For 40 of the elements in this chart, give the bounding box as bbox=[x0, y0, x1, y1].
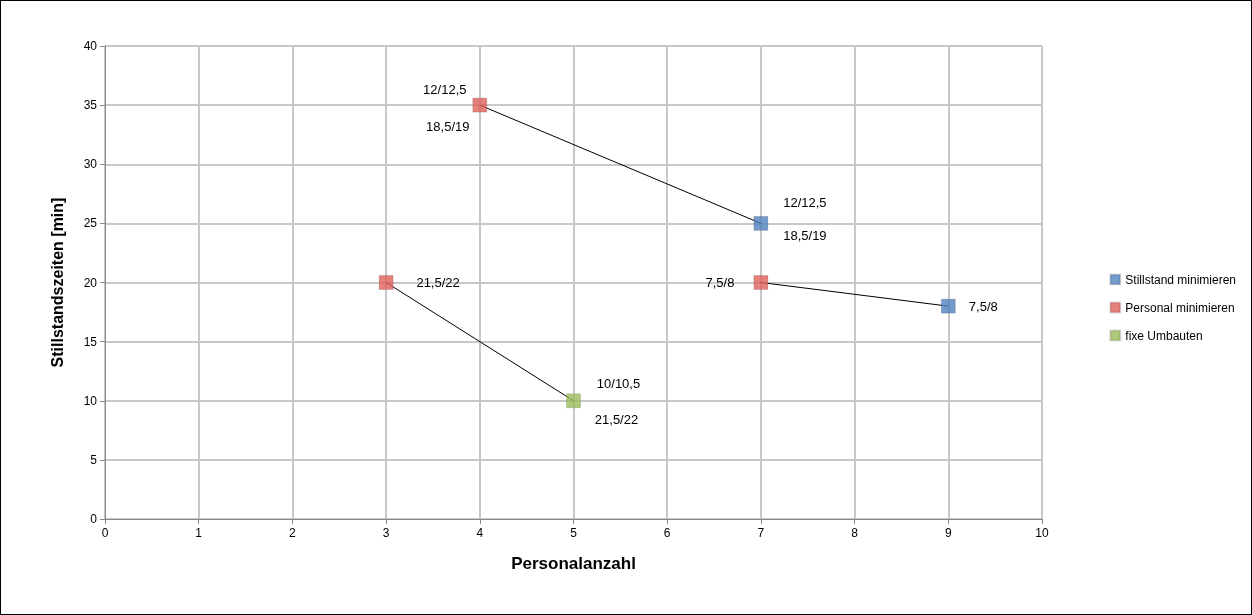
annotation: 12/12,5 bbox=[423, 81, 467, 97]
y-tick-label: 0 bbox=[90, 512, 98, 526]
point bbox=[753, 275, 769, 290]
x-tick-label: 9 bbox=[944, 526, 952, 540]
y-tick-label: 40 bbox=[83, 39, 98, 53]
annotation: 7,5/8 bbox=[968, 298, 998, 314]
y-tick-label: 30 bbox=[83, 157, 98, 172]
x-tick-label: 7 bbox=[757, 526, 765, 540]
annotation: 18,5/19 bbox=[426, 118, 470, 134]
x-tick-label: 6 bbox=[663, 526, 671, 540]
point bbox=[940, 298, 956, 314]
x-tick-label: 1 bbox=[195, 526, 203, 540]
legend-label: Stillstand minimieren bbox=[1125, 272, 1237, 287]
annotation: 21,5/22 bbox=[594, 412, 639, 428]
y-axis-title: Stillstandszeiten [min] bbox=[48, 197, 66, 368]
x-tick-label: 10 bbox=[1035, 526, 1049, 540]
annotation: 7,5/8 bbox=[705, 275, 735, 290]
annotation: 18,5/19 bbox=[783, 227, 827, 243]
point bbox=[566, 393, 581, 409]
annotation: 21,5/22 bbox=[416, 275, 460, 290]
point bbox=[472, 97, 488, 113]
legend-label: Personal minimieren bbox=[1125, 300, 1235, 315]
x-axis-title: Personalanzahl bbox=[511, 554, 636, 573]
y-tick-label: 15 bbox=[83, 334, 98, 349]
legend-label: fixe Umbauten bbox=[1125, 328, 1203, 343]
y-tick-label: 10 bbox=[83, 393, 98, 408]
x-tick-label: 0 bbox=[101, 526, 109, 540]
x-tick-label: 3 bbox=[382, 526, 390, 540]
point bbox=[753, 215, 769, 231]
annotation: 10/10,5 bbox=[596, 376, 641, 392]
y-tick-label: 20 bbox=[83, 275, 98, 290]
x-tick-label: 8 bbox=[851, 526, 859, 540]
x-tick-label: 2 bbox=[289, 526, 297, 540]
y-tick-label: 25 bbox=[83, 216, 98, 231]
y-tick-label: 5 bbox=[90, 452, 98, 467]
x-tick-label: 4 bbox=[476, 526, 484, 540]
point bbox=[378, 275, 394, 290]
x-tick-label: 5 bbox=[570, 526, 578, 540]
annotation: 12/12,5 bbox=[783, 194, 827, 210]
y-tick-label: 35 bbox=[83, 98, 98, 113]
